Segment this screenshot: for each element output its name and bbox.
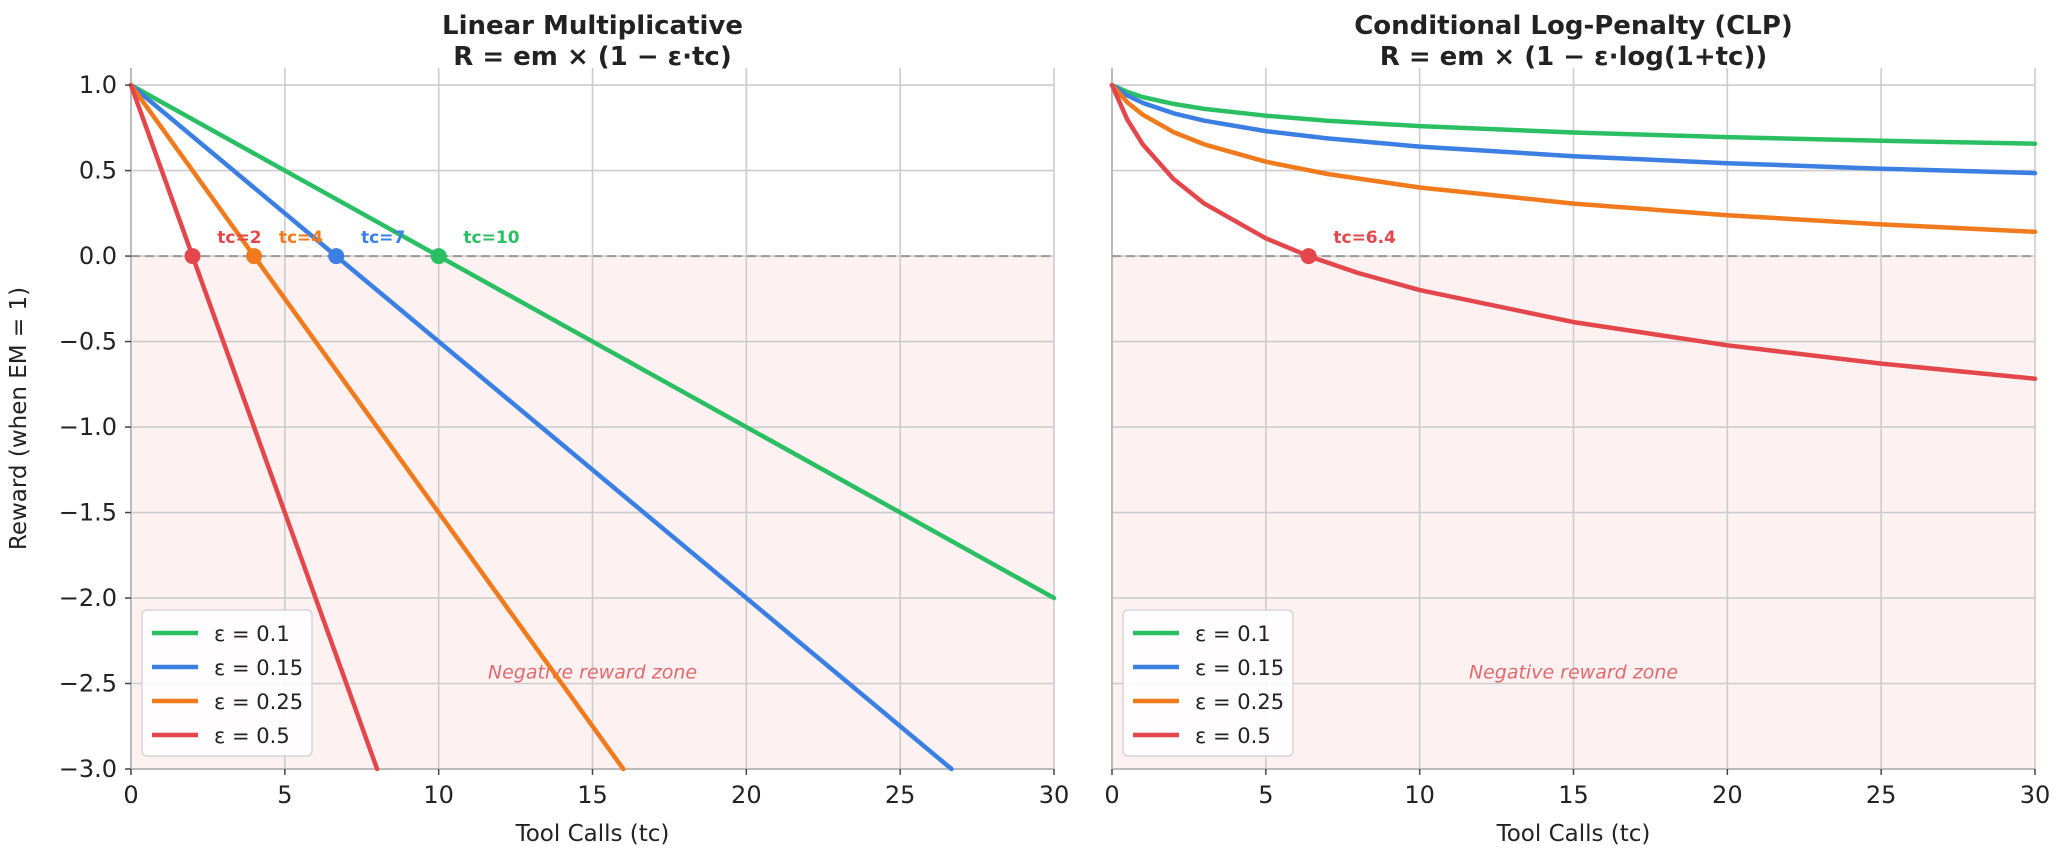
x-tick-label: 15 bbox=[1558, 781, 1589, 809]
series-line-3 bbox=[128, 82, 626, 772]
y-tick-label: −1.5 bbox=[59, 499, 117, 527]
y-tick-label: 0.0 bbox=[79, 242, 117, 270]
legend-label-1: ε = 0.1 bbox=[214, 622, 290, 646]
series-line-2 bbox=[128, 82, 954, 772]
x-axis-label: Tool Calls (tc) bbox=[1496, 821, 1651, 847]
chart-panel-1: Negative reward zone tc=2 tc=4 tc=7 tc=10 0 5 1… bbox=[6, 11, 1069, 847]
legend: ε = 0.1 ε = 0.15 ε = 0.25 ε = 0.5 bbox=[141, 609, 313, 757]
x-tick-label: 10 bbox=[1404, 781, 1435, 809]
y-tick-label: −0.5 bbox=[59, 328, 117, 356]
zero-crossing-marker bbox=[1300, 248, 1317, 265]
legend-label-2: ε = 0.15 bbox=[1195, 656, 1284, 680]
legend-label-3: ε = 0.25 bbox=[1195, 690, 1284, 714]
x-tick-label: 5 bbox=[1258, 781, 1273, 809]
y-tick-label: 1.0 bbox=[79, 71, 117, 99]
x-tick-label: 20 bbox=[731, 781, 762, 809]
x-tick-label: 25 bbox=[885, 781, 916, 809]
y-tick-label: −2.0 bbox=[59, 584, 117, 612]
negative-zone-label: Negative reward zone bbox=[488, 661, 697, 683]
legend-box bbox=[1122, 609, 1294, 757]
legend-label-3: ε = 0.25 bbox=[214, 690, 303, 714]
legend: ε = 0.1 ε = 0.15 ε = 0.25 ε = 0.5 bbox=[1122, 609, 1294, 757]
x-tick-label: 30 bbox=[2020, 781, 2051, 809]
negative-zone-label: Negative reward zone bbox=[1469, 661, 1678, 683]
series-line-1 bbox=[128, 82, 1057, 601]
legend-label-4: ε = 0.5 bbox=[214, 724, 290, 748]
x-tick-label: 5 bbox=[277, 781, 292, 809]
x-tick-label: 0 bbox=[123, 781, 138, 809]
x-tick-label: 0 bbox=[1104, 781, 1119, 809]
zero-crossing-marker bbox=[430, 248, 447, 265]
x-axis-label: Tool Calls (tc) bbox=[515, 821, 670, 847]
y-tick-label: −2.5 bbox=[59, 670, 117, 698]
zero-crossing-marker bbox=[246, 248, 263, 265]
x-tick-label: 15 bbox=[577, 781, 608, 809]
zero-crossing-label: tc=4 bbox=[279, 228, 323, 248]
zero-crossing-label: tc=6.4 bbox=[1333, 228, 1396, 248]
zero-crossing-label: tc=10 bbox=[463, 228, 519, 248]
series-line-3 bbox=[1109, 82, 2038, 235]
zero-crossing-label: tc=2 bbox=[217, 228, 261, 248]
chart-subtitle: R = em × (1 − ε·tc) bbox=[453, 42, 731, 72]
zero-crossing-label: tc=7 bbox=[361, 228, 405, 248]
legend-label-4: ε = 0.5 bbox=[1195, 724, 1271, 748]
series-line-2 bbox=[1109, 82, 2038, 176]
y-axis-label: Reward (when EM = 1) bbox=[6, 287, 32, 550]
chart-panel-2: Negative reward zone tc=6.4 0 5 10 15 20 25 30 To… bbox=[1104, 11, 2050, 847]
chart-title: Linear Multiplicative bbox=[442, 11, 743, 41]
zero-crossing-marker bbox=[328, 248, 345, 265]
zero-crossing-marker bbox=[184, 248, 201, 265]
x-tick-label: 25 bbox=[1866, 781, 1897, 809]
x-tick-label: 10 bbox=[423, 781, 454, 809]
y-tick-label: −3.0 bbox=[59, 755, 117, 783]
x-tick-label: 20 bbox=[1712, 781, 1743, 809]
x-tick-label: 30 bbox=[1039, 781, 1070, 809]
legend-label-1: ε = 0.1 bbox=[1195, 622, 1271, 646]
series-line-4 bbox=[128, 82, 380, 772]
legend-box bbox=[141, 609, 313, 757]
chart-title: Conditional Log-Penalty (CLP) bbox=[1354, 11, 1793, 41]
chart-subtitle: R = em × (1 − ε·log(1+tc)) bbox=[1380, 42, 1768, 72]
y-tick-label: −1.0 bbox=[59, 413, 117, 441]
y-tick-label: 0.5 bbox=[79, 157, 117, 185]
legend-label-2: ε = 0.15 bbox=[214, 656, 303, 680]
series-line-1 bbox=[1109, 82, 2038, 146]
